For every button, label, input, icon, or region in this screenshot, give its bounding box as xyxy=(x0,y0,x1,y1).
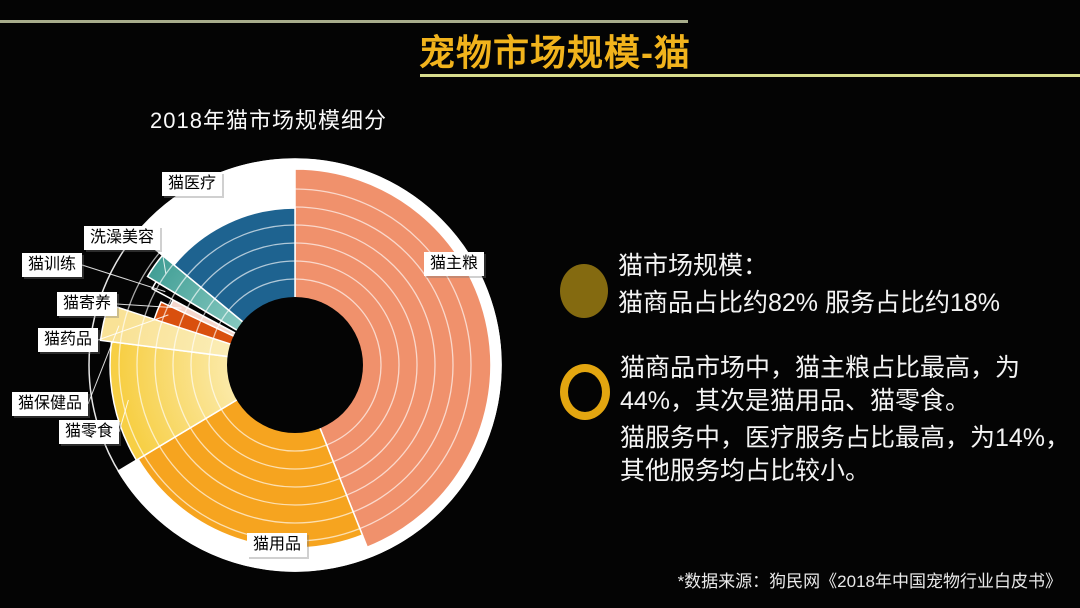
market-chart: 2018年猫市场规模细分 猫主粮猫用品 猫零食 猫保健品 猫药品 猫寄养 猫训练 洗澡美容 猫… xyxy=(12,108,502,572)
filled-circle-bullet-icon xyxy=(560,264,608,318)
grid-ring xyxy=(190,260,400,470)
label-leader-line xyxy=(97,314,169,341)
label-leader-line xyxy=(159,237,167,274)
insight-market-size: 猫市场规模： 猫商品占比约82% 服务占比约18% xyxy=(560,250,1075,324)
banner-bottom-rule xyxy=(420,74,1080,77)
insight-breakdown: 猫商品市场中，猫主粮占比最高，为44%，其次是猫用品、猫零食。 猫服务中，医疗服… xyxy=(560,352,1075,492)
chart-outline-circle xyxy=(88,158,502,572)
chart-label-chip: 猫寄养 xyxy=(57,292,118,316)
banner-top-rule xyxy=(0,20,688,23)
insight-line: 猫商品占比约82% 服务占比约18% xyxy=(618,289,1001,317)
chart-title: 2018年猫市场规模细分 xyxy=(150,108,387,133)
chart-label-chip: 猫训练 xyxy=(22,253,83,277)
insights-panel: 猫市场规模： 猫商品占比约82% 服务占比约18% 猫商品市场中，猫主粮占比最高… xyxy=(560,250,1075,520)
chart-label-chip: 猫药品 xyxy=(38,328,99,352)
insight-line: 猫市场规模： xyxy=(618,252,769,280)
grid-ring xyxy=(154,224,436,506)
chart-label-chip: 猫保健品 xyxy=(12,392,89,416)
label-leader-line xyxy=(116,303,182,309)
chart-label-chip: 猫零食 xyxy=(59,420,120,444)
chart-label-chip: 猫主粮 xyxy=(424,252,485,276)
grid-ring xyxy=(136,206,454,524)
donut-hole xyxy=(227,297,363,433)
grid-ring xyxy=(208,278,382,452)
label-leader-line xyxy=(87,325,120,405)
label-leader-line xyxy=(118,399,129,433)
chart-label-chip: 洗澡美容 xyxy=(84,226,161,250)
label-leader-line xyxy=(81,264,166,293)
chart-label-chip: 猫用品 xyxy=(247,533,308,557)
ring-bullet-icon xyxy=(560,364,610,420)
insight-line: 猫商品市场中，猫主粮占比最高，为44%，其次是猫用品、猫零食。 xyxy=(620,354,1021,415)
grid-ring xyxy=(172,242,418,488)
data-source-note: *数据来源：狗民网《2018年中国宠物行业白皮书》 xyxy=(677,572,1062,591)
insight-text: 猫市场规模： 猫商品占比约82% 服务占比约18% xyxy=(618,250,1000,324)
insight-text: 猫商品市场中，猫主粮占比最高，为44%，其次是猫用品、猫零食。 猫服务中，医疗服… xyxy=(620,352,1075,492)
page-title: 宠物市场规模-猫 xyxy=(419,32,691,73)
insight-line: 猫服务中，医疗服务占比最高，为14%，其他服务均占比较小。 xyxy=(620,424,1071,485)
chart-label-chip: 猫医疗 xyxy=(162,172,223,196)
